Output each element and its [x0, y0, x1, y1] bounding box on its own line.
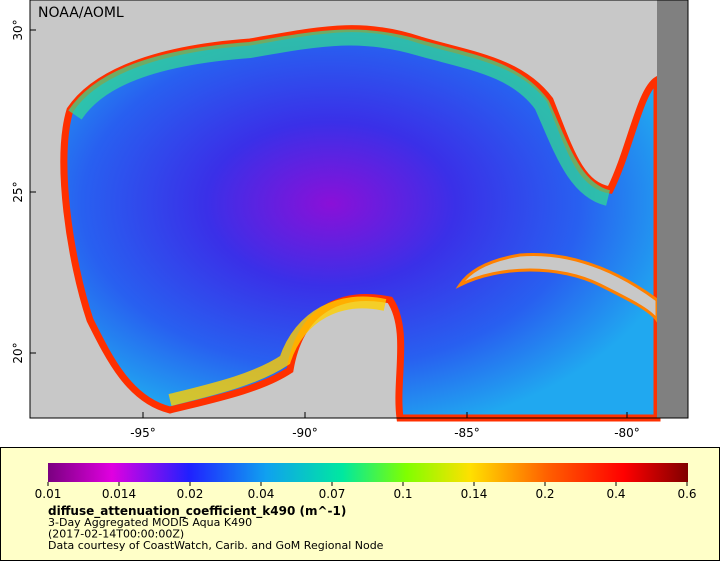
colorbar-label: 0.2: [535, 487, 554, 501]
colorbar-label: 0.14: [461, 487, 488, 501]
map-frame: [29, 0, 689, 419]
colorbar: [48, 463, 688, 482]
legend-line: 3-Day Aggregated MODIS Aqua K490: [48, 516, 252, 529]
longitude-label: -80°: [614, 426, 640, 440]
latitude-label: 25°: [11, 181, 25, 202]
no-data: [657, 0, 688, 418]
credit: NOAA/AOML: [38, 5, 124, 21]
colorbar-label: 0.4: [606, 487, 625, 501]
map: NOAA/AOML: [29, 0, 689, 422]
colorbar-label: 0.014: [102, 487, 136, 501]
longitude-label: -85°: [454, 426, 480, 440]
colorbar-label: 0.6: [677, 487, 696, 501]
latitude-label: 30°: [11, 19, 25, 40]
colorbar-label: 0.1: [393, 487, 412, 501]
coastal-band: [68, 29, 611, 206]
variable-name: diffuse_attenuation_coefficient_k490 (m^…: [48, 504, 346, 519]
latitude-label: 20°: [11, 342, 25, 363]
colorbar-label: 0.02: [177, 487, 204, 501]
coastal-band: [168, 296, 387, 406]
longitude-label: -95°: [130, 426, 156, 440]
colorbar-label: 0.01: [35, 487, 62, 501]
colorbar-label: 0.07: [319, 487, 346, 501]
colorbar-label: 0.04: [248, 487, 275, 501]
longitude-label: -90°: [292, 426, 318, 440]
legend-line: Data courtesy of CoastWatch, Carib. and …: [48, 539, 384, 552]
legend-line: (2017-02-14T00:00:00Z): [48, 528, 184, 541]
